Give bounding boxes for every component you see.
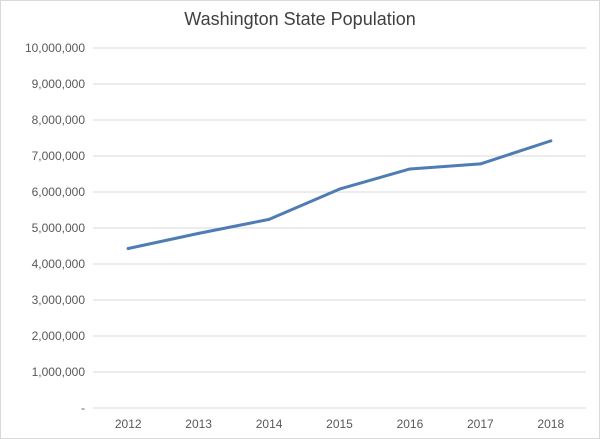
data-point <box>126 247 130 251</box>
y-tick-label: 4,000,000 <box>32 257 86 271</box>
x-tick-label: 2013 <box>185 417 212 431</box>
y-tick-label: 6,000,000 <box>32 185 86 199</box>
x-tick-label: 2017 <box>467 417 494 431</box>
y-tick-label: 1,000,000 <box>32 365 86 379</box>
y-tick-label: 2,000,000 <box>32 329 86 343</box>
y-tick-label: - <box>81 401 85 415</box>
y-tick-label: 8,000,000 <box>32 113 86 127</box>
x-tick-label: 2012 <box>115 417 142 431</box>
data-point <box>267 217 271 221</box>
y-tick-label: 5,000,000 <box>32 221 86 235</box>
y-tick-label: 3,000,000 <box>32 293 86 307</box>
y-tick-label: 7,000,000 <box>32 149 86 163</box>
data-point <box>408 167 412 171</box>
series-line <box>126 139 553 251</box>
x-tick-label: 2014 <box>256 417 283 431</box>
y-tick-label: 9,000,000 <box>32 77 86 91</box>
x-tick-label: 2016 <box>397 417 424 431</box>
x-tick-label: 2018 <box>537 417 564 431</box>
y-tick-label: 10,000,000 <box>25 41 85 55</box>
data-point <box>197 231 201 235</box>
x-tick-label: 2015 <box>326 417 353 431</box>
data-point <box>478 162 482 166</box>
chart-title: Washington State Population <box>184 9 416 29</box>
data-point <box>338 187 341 191</box>
data-point <box>549 139 553 143</box>
